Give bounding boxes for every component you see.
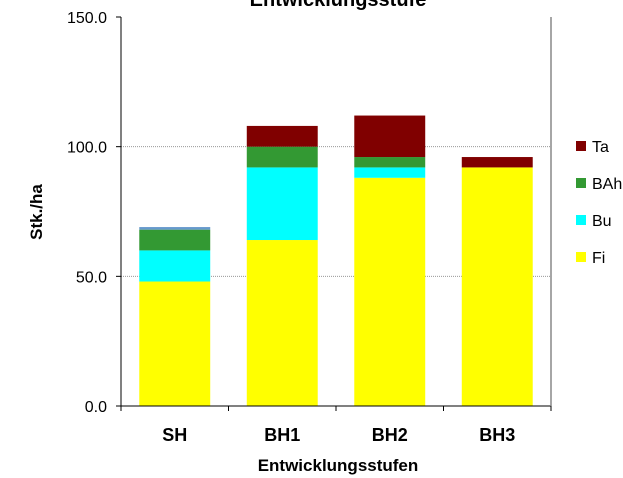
bar-segment <box>354 167 426 178</box>
x-tick-label: BH2 <box>372 425 408 445</box>
chart-title: Entwicklungsstufe <box>250 0 427 11</box>
bar-segment <box>354 115 426 158</box>
bar-segment <box>461 157 533 168</box>
x-axis-title: Entwicklungsstufen <box>258 456 419 475</box>
y-tick-label: 0.0 <box>85 399 107 416</box>
bar-segment <box>139 229 211 251</box>
y-tick-label: 100.0 <box>67 140 107 157</box>
legend-label: Ta <box>592 139 609 156</box>
legend: Ta BAh Bu Fi <box>576 139 622 267</box>
bar-segment <box>246 125 318 147</box>
bar-segment <box>461 167 533 406</box>
y-tick-labels: 0.0 50.0 100.0 150.0 <box>67 10 107 416</box>
bar-segment <box>246 240 318 406</box>
legend-swatch <box>576 252 586 262</box>
y-tick-label: 150.0 <box>67 10 107 27</box>
y-tick-label: 50.0 <box>76 269 107 286</box>
legend-swatch <box>576 178 586 188</box>
axes <box>116 16 552 411</box>
bar-segment <box>139 250 211 282</box>
legend-swatch <box>576 141 586 151</box>
y-axis-title: Stk./ha <box>27 184 46 240</box>
legend-swatch <box>576 215 586 225</box>
x-tick-label: BH3 <box>479 425 515 445</box>
x-tick-label: SH <box>162 425 187 445</box>
bar-segment <box>246 146 318 168</box>
x-tick-label: BH1 <box>264 425 300 445</box>
bar-segment <box>354 157 426 168</box>
legend-label: Bu <box>592 213 612 230</box>
bar-segment <box>139 227 211 230</box>
bar-segment <box>139 281 211 406</box>
bar-segment <box>354 177 426 406</box>
bar-segment <box>246 167 318 241</box>
x-tick-labels: SH BH1 BH2 BH3 <box>162 425 515 445</box>
bars <box>139 115 533 406</box>
legend-label: BAh <box>592 176 622 193</box>
legend-label: Fi <box>592 250 605 267</box>
